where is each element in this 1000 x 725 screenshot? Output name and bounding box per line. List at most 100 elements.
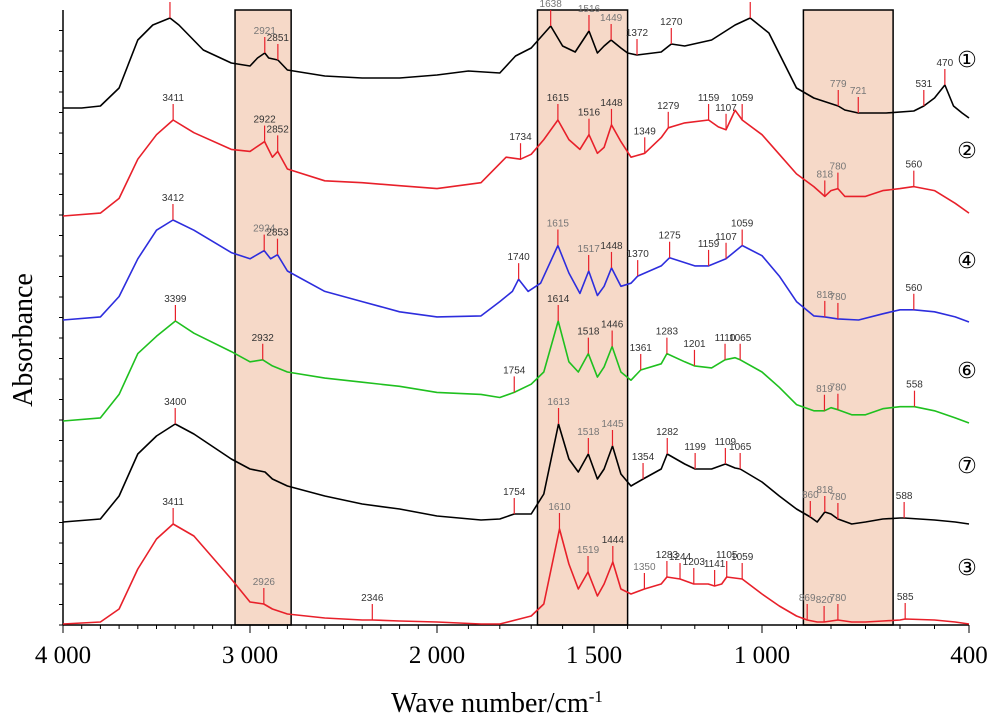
peak-label: 3400 bbox=[164, 397, 187, 408]
peak-label: 1105 bbox=[716, 550, 738, 561]
peak-label: 1199 bbox=[684, 442, 706, 453]
peak-label: 1059 bbox=[731, 93, 754, 104]
peak-label: 1370 bbox=[627, 249, 650, 260]
peak-label: 1283 bbox=[656, 550, 679, 561]
peak-label: 1615 bbox=[547, 219, 570, 230]
peak-label: 1516 bbox=[578, 4, 601, 15]
peak-label: 531 bbox=[915, 79, 932, 90]
peak-label: 3411 bbox=[162, 497, 184, 508]
peak-label: 869 bbox=[799, 593, 816, 604]
peak-label: 1518 bbox=[577, 427, 600, 438]
peak-label: 1610 bbox=[548, 502, 571, 513]
peak-label: 1638 bbox=[540, 0, 563, 10]
peak-label: 1159 bbox=[698, 239, 720, 250]
peak-label: 818 bbox=[816, 290, 833, 301]
peak-label: 860 bbox=[802, 490, 819, 501]
series-marker-5: ⑦ bbox=[957, 454, 977, 479]
peak-label: 820 bbox=[816, 595, 833, 606]
peak-label: 1445 bbox=[601, 419, 624, 430]
peak-label: 1740 bbox=[508, 252, 531, 263]
x-tick-label: 1 500 bbox=[566, 642, 622, 669]
peak-label: 780 bbox=[830, 492, 847, 503]
spectrum-line-4 bbox=[62, 320, 970, 424]
peak-label: 1361 bbox=[630, 343, 653, 354]
highlight-band-1 bbox=[234, 9, 292, 626]
y-axis-title: Absorbance bbox=[8, 273, 39, 407]
peak-label: 1201 bbox=[683, 339, 706, 350]
peak-label: 2851 bbox=[267, 33, 290, 44]
peak-label: 3411 bbox=[162, 93, 184, 104]
peak-label: 2852 bbox=[267, 124, 290, 135]
series-marker-4: ⑥ bbox=[957, 359, 977, 384]
peak-markers: 3428292128511638151614491372127010357797… bbox=[159, 0, 954, 622]
peak-label: 1734 bbox=[509, 132, 532, 143]
spectrum-line-2 bbox=[62, 109, 970, 217]
peak-label: 1109 bbox=[715, 437, 737, 448]
peak-label: 3399 bbox=[164, 294, 187, 305]
peak-label: 558 bbox=[906, 380, 923, 391]
x-tick-label: 400 bbox=[950, 642, 988, 669]
peak-label: 1614 bbox=[547, 294, 570, 305]
x-axis-unit-superscript: -1 bbox=[589, 687, 603, 706]
peak-label: 1517 bbox=[578, 244, 601, 255]
peak-label: 1444 bbox=[602, 535, 625, 546]
peak-label: 780 bbox=[830, 593, 847, 604]
peak-label: 2921 bbox=[254, 26, 277, 37]
peak-label: 1448 bbox=[600, 98, 623, 109]
axes bbox=[59, 10, 970, 633]
series-marker-2: ② bbox=[957, 139, 977, 164]
peak-label: 1519 bbox=[577, 545, 600, 556]
peak-label: 585 bbox=[897, 592, 914, 603]
peak-label: 1035 bbox=[739, 0, 762, 2]
x-tick-label: 4 000 bbox=[35, 642, 91, 669]
peak-label: 2853 bbox=[266, 228, 289, 239]
highlight-band-3 bbox=[802, 9, 894, 626]
peak-label: 1110 bbox=[715, 333, 736, 344]
peak-label: 1518 bbox=[577, 327, 600, 338]
highlight-band-2 bbox=[536, 9, 629, 626]
peak-label: 470 bbox=[937, 58, 954, 69]
peak-label: 1270 bbox=[660, 17, 683, 28]
peak-label: 779 bbox=[830, 79, 847, 90]
peak-label: 1354 bbox=[632, 452, 655, 463]
peak-label: 1350 bbox=[633, 562, 656, 573]
peak-label: 1754 bbox=[503, 365, 526, 376]
peak-label: 1159 bbox=[698, 93, 720, 104]
series-markers: ① ② ④ ⑥ ⑦ ③ bbox=[957, 48, 977, 581]
peak-label: 560 bbox=[905, 283, 922, 294]
series-marker-1: ① bbox=[957, 48, 977, 73]
peak-label: 588 bbox=[896, 491, 913, 502]
peak-label: 1448 bbox=[600, 241, 623, 252]
peak-label: 1282 bbox=[656, 427, 679, 438]
peak-label: 1059 bbox=[731, 219, 754, 230]
peak-label: 1107 bbox=[715, 103, 737, 114]
peak-label: 1446 bbox=[601, 320, 624, 331]
peak-label: 1065 bbox=[729, 333, 752, 344]
peak-label: 1244 bbox=[669, 552, 692, 563]
peak-label: 3428 bbox=[159, 0, 182, 2]
peak-label: 1613 bbox=[547, 397, 570, 408]
peak-label: 1516 bbox=[578, 108, 601, 119]
spectrum-line-1 bbox=[63, 17, 970, 119]
x-tick-label: 3 000 bbox=[222, 642, 278, 669]
peak-label: 1349 bbox=[634, 126, 657, 137]
peak-label: 1283 bbox=[656, 327, 679, 338]
peak-label: 1141 bbox=[704, 559, 726, 570]
peak-label: 780 bbox=[830, 292, 847, 303]
peak-label: 780 bbox=[830, 162, 847, 173]
peak-label: 3412 bbox=[162, 193, 185, 204]
peak-label: 1203 bbox=[683, 557, 706, 568]
peak-label: 1279 bbox=[657, 101, 680, 112]
peak-label: 1615 bbox=[547, 93, 570, 104]
series-marker-6: ③ bbox=[957, 556, 977, 581]
peak-label: 2922 bbox=[253, 115, 276, 126]
peak-label: 2346 bbox=[361, 593, 384, 604]
peak-label: 780 bbox=[830, 383, 847, 394]
